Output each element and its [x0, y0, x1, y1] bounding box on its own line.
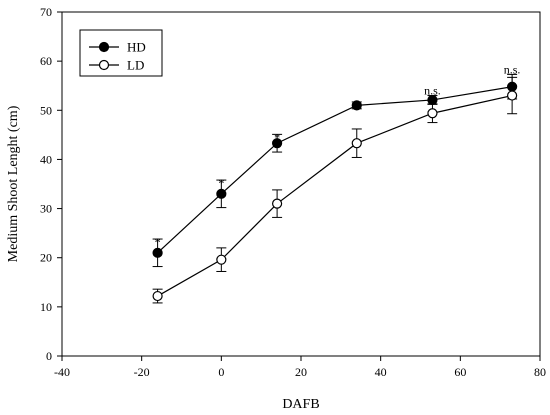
data-point-hd — [272, 138, 283, 149]
x-tick-label: 20 — [295, 365, 307, 379]
significance-label: n.s. — [424, 84, 441, 98]
significance-label: * — [155, 235, 161, 249]
x-axis-ticks: -40 -20 0 20 40 60 80 — [54, 356, 546, 379]
y-tick-label: 30 — [40, 202, 52, 216]
significance-label: n.s. — [504, 62, 521, 76]
data-point-ld — [351, 138, 362, 149]
legend: HD LD — [79, 29, 163, 77]
data-point-ld — [507, 90, 518, 101]
legend-box — [79, 29, 163, 77]
x-tick-label: -20 — [134, 365, 150, 379]
x-tick-label: 40 — [375, 365, 387, 379]
y-axis-ticks: 0 10 20 30 40 50 60 70 — [40, 5, 62, 363]
series-ld — [152, 76, 518, 304]
legend-marker-ld — [98, 59, 110, 71]
x-tick-label: 60 — [454, 365, 466, 379]
y-axis-title: Medium Shoot Lenght (cm) — [6, 105, 21, 262]
y-tick-label: 70 — [40, 5, 52, 19]
significance-label: * — [354, 98, 360, 112]
legend-label-hd: HD — [127, 40, 146, 55]
series-line-ld — [157, 94, 513, 297]
y-tick-label: 20 — [40, 251, 52, 265]
y-tick-label: 10 — [40, 300, 52, 314]
data-point-hd — [351, 100, 362, 111]
legend-marker-hd — [98, 41, 110, 53]
x-tick-label: 0 — [218, 365, 224, 379]
x-axis-title: DAFB — [282, 397, 319, 412]
series-hd — [152, 73, 518, 268]
y-tick-label: 50 — [40, 103, 52, 117]
significance-label: * — [274, 130, 280, 144]
data-point-ld — [427, 108, 438, 119]
data-point-hd — [216, 188, 227, 199]
data-point-ld — [216, 254, 227, 265]
x-tick-label: -40 — [54, 365, 70, 379]
data-point-ld — [272, 198, 283, 209]
legend-label-ld: LD — [127, 58, 144, 73]
x-tick-label: 80 — [534, 365, 546, 379]
significance-annotations: * * * * n.s. n.s. — [155, 62, 521, 249]
significance-label: * — [218, 176, 224, 190]
y-tick-label: 60 — [40, 54, 52, 68]
data-point-hd — [152, 247, 163, 258]
y-tick-label: 0 — [46, 349, 52, 363]
y-tick-label: 40 — [40, 152, 52, 166]
data-point-ld — [152, 290, 163, 302]
series-layer — [152, 73, 518, 304]
series-line-hd — [157, 86, 513, 254]
